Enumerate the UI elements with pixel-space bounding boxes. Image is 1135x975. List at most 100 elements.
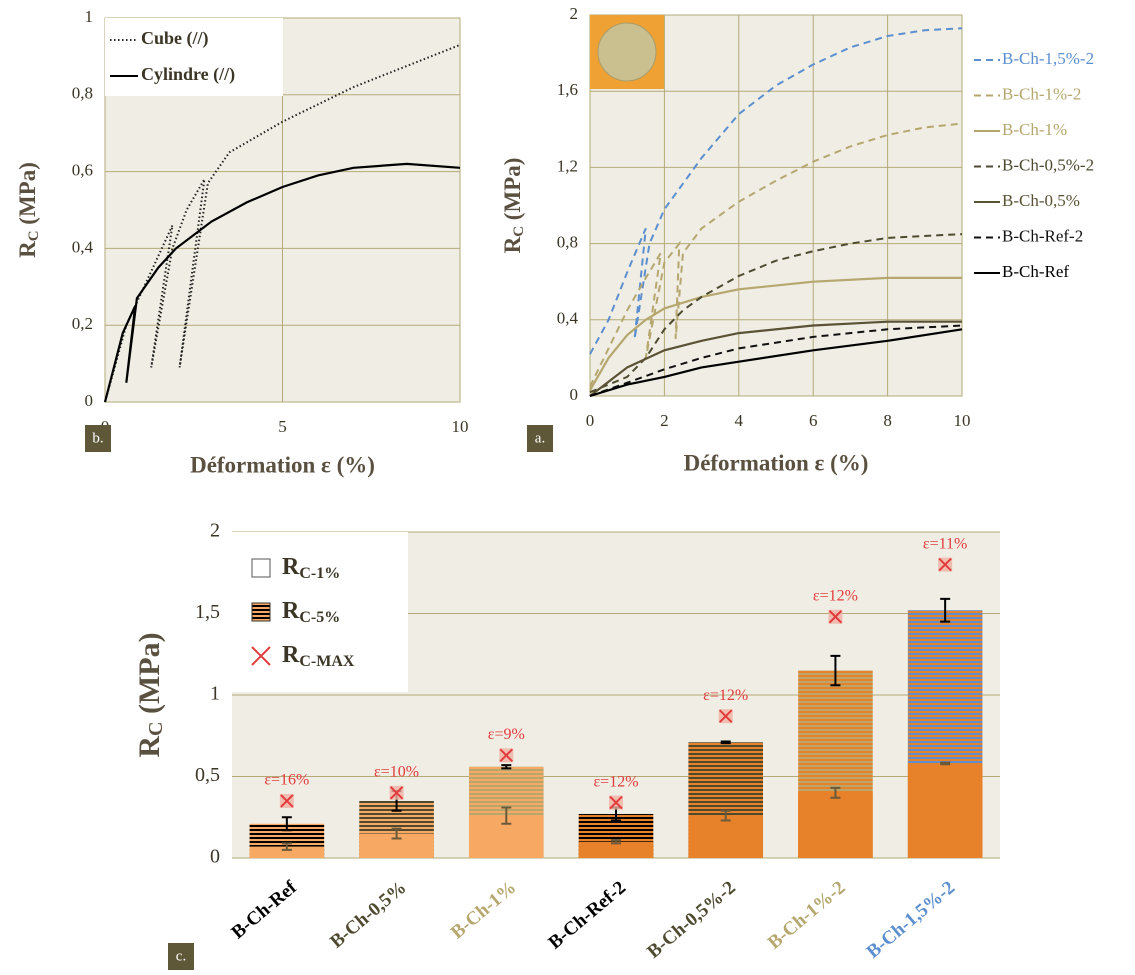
error-bar (611, 839, 621, 845)
y-tick-label: 2 (570, 4, 579, 23)
x-tick-label: 5 (278, 417, 287, 436)
panel-label: b. (92, 430, 103, 446)
legend-label: RC-1% (282, 554, 340, 582)
x-tick-label: B-Ch-0,5% (326, 877, 410, 952)
y-tick-label: 1 (210, 683, 220, 705)
error-bar (391, 827, 402, 840)
max-strain-label: ε=9% (488, 726, 525, 743)
x-tick-label: 10 (452, 417, 469, 436)
series-line (589, 328, 963, 398)
error-bar (720, 740, 731, 745)
legend-label: Cube (//) (141, 28, 209, 49)
series-line (589, 320, 962, 397)
x-tick-label: B-Ch-Ref-2 (545, 877, 630, 953)
max-marker (719, 709, 733, 723)
panel-badge (85, 425, 111, 452)
y-tick-label: 0,8 (72, 84, 93, 103)
legend-label: B-Ch-1,5%-2 (1002, 49, 1094, 68)
error-bar (720, 809, 731, 822)
panel-badge (168, 943, 194, 970)
x-tick-label: B-Ch-1%-2 (764, 877, 849, 953)
panel-label: c. (176, 948, 186, 964)
y-axis-title-sub: C (26, 230, 42, 241)
series-line (589, 122, 963, 387)
y-tick-label: 0 (85, 391, 94, 410)
legend-label: B-Ch-1%-2 (1002, 84, 1081, 103)
bar-solid (907, 763, 983, 858)
y-axis-title: RC (MPa) (500, 158, 527, 254)
y-axis-title-unit: (MPa) (133, 632, 166, 721)
x-tick-label: B-Ch-1% (447, 877, 520, 943)
y-axis-title-sub: C (145, 722, 167, 736)
y-tick-label: 2 (210, 520, 220, 542)
legend-label-main: R (282, 642, 300, 668)
bar-solid (688, 815, 764, 858)
error-bar (830, 654, 841, 687)
legend-label-sub: C-1% (299, 565, 340, 582)
y-axis-title-main: R (500, 236, 525, 253)
legend-label-main: R (282, 554, 300, 580)
legend-box (105, 18, 283, 96)
legend-label: B-Ch-Ref-2 (1002, 226, 1083, 245)
max-marker (499, 748, 513, 763)
panel-badge (527, 425, 553, 452)
x-axis-title: Déformation ε (%) (190, 452, 375, 477)
y-tick-label: 0,6 (72, 161, 93, 180)
error-bar (501, 764, 512, 770)
series-line (589, 276, 962, 391)
legend-swatch (251, 602, 271, 622)
error-bar (940, 597, 951, 623)
max-marker (828, 610, 843, 624)
x-tick-label: B-Ch-1,5%-2 (863, 877, 959, 963)
error-bar (281, 842, 292, 851)
max-marker (389, 786, 404, 800)
legend-label: RC-MAX (282, 642, 355, 670)
x-tick-label: B-Ch-Ref (228, 877, 302, 944)
error-bar (281, 816, 292, 832)
legend-label: Cylindre (//) (141, 64, 235, 85)
x-tick-label: 8 (883, 411, 892, 430)
legend-swatch (251, 646, 271, 666)
y-axis-title-main: R (133, 736, 166, 758)
max-marker (938, 557, 952, 572)
error-bar (940, 761, 951, 766)
x-tick-label: 2 (660, 411, 669, 430)
series-line (103, 162, 461, 403)
series-line (589, 27, 963, 355)
y-tick-label: 1,6 (557, 80, 578, 99)
panel-label: a. (535, 430, 545, 446)
y-axis-title: RC (MPa) (133, 632, 167, 757)
legend-label: B-Ch-0,5%-2 (1002, 155, 1094, 174)
y-tick-label: 0,8 (557, 233, 578, 252)
y-tick-label: 0,4 (72, 237, 94, 256)
y-axis-title-unit: (MPa) (15, 162, 40, 230)
y-tick-label: 0 (210, 846, 220, 868)
y-axis-title-unit: (MPa) (500, 158, 525, 226)
max-marker (280, 794, 294, 808)
y-tick-label: 1 (85, 7, 94, 26)
max-strain-label: ε=12% (593, 773, 638, 790)
y-tick-label: 0,2 (72, 314, 93, 333)
y-axis-title-main: R (15, 241, 40, 258)
error-bar (501, 806, 512, 825)
x-tick-label: 10 (954, 411, 971, 430)
y-axis-title-sub: C (511, 226, 527, 237)
error-bar (830, 786, 841, 799)
x-tick-label: 0 (586, 411, 595, 430)
legend-label: RC-5% (282, 598, 340, 626)
x-tick-label: 4 (735, 411, 744, 430)
legend-label: B-Ch-0,5% (1002, 191, 1080, 210)
bar-solid (249, 846, 325, 858)
max-strain-label: ε=12% (813, 587, 858, 604)
inset-sample (597, 22, 657, 82)
max-strain-label: ε=11% (923, 535, 967, 552)
x-tick-label: B-Ch-0,5%-2 (643, 877, 739, 963)
y-tick-label: 1,5 (195, 601, 220, 623)
y-tick-label: 0,4 (557, 309, 579, 328)
legend-label-sub: C-MAX (299, 653, 355, 670)
legend-label: B-Ch-1% (1002, 120, 1067, 139)
x-tick-label: 6 (809, 411, 818, 430)
max-strain-label: ε=12% (703, 687, 748, 704)
